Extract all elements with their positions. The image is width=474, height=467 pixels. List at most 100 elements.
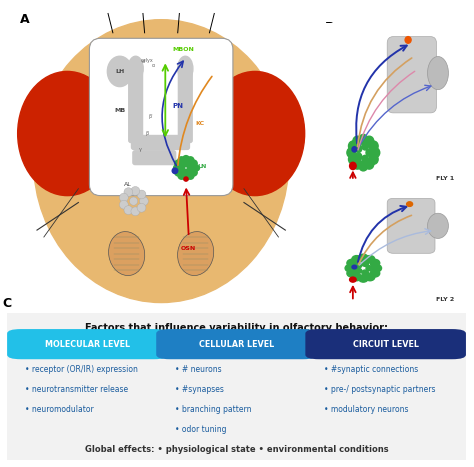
Circle shape — [370, 269, 380, 277]
Circle shape — [359, 161, 368, 171]
Circle shape — [362, 143, 368, 150]
Circle shape — [347, 148, 356, 158]
Text: γ: γ — [139, 148, 142, 152]
FancyBboxPatch shape — [90, 38, 233, 196]
Text: • neurotransmitter release: • neurotransmitter release — [26, 385, 128, 394]
Ellipse shape — [107, 56, 132, 86]
Circle shape — [119, 193, 128, 202]
Circle shape — [365, 255, 375, 263]
Circle shape — [355, 263, 362, 268]
Circle shape — [348, 154, 357, 164]
FancyBboxPatch shape — [132, 150, 176, 165]
Text: A: A — [20, 14, 30, 27]
Text: α': α' — [142, 59, 146, 64]
Text: • receptor (OR/IR) expression: • receptor (OR/IR) expression — [26, 365, 138, 374]
Text: B: B — [325, 21, 335, 34]
FancyBboxPatch shape — [0, 307, 474, 466]
Circle shape — [175, 160, 182, 167]
FancyBboxPatch shape — [305, 329, 466, 359]
Circle shape — [350, 277, 356, 282]
Circle shape — [184, 177, 188, 181]
Circle shape — [373, 150, 378, 156]
FancyBboxPatch shape — [132, 135, 190, 150]
Circle shape — [124, 188, 133, 197]
Circle shape — [348, 141, 357, 151]
Circle shape — [191, 160, 197, 167]
Text: • neuromodulator: • neuromodulator — [26, 405, 94, 414]
FancyBboxPatch shape — [128, 71, 143, 143]
Text: MBON: MBON — [172, 47, 194, 52]
Circle shape — [371, 148, 380, 158]
Circle shape — [180, 163, 185, 168]
Ellipse shape — [205, 71, 305, 196]
Circle shape — [124, 205, 133, 214]
Circle shape — [369, 141, 378, 151]
FancyBboxPatch shape — [156, 329, 317, 359]
Text: FLY 1: FLY 1 — [436, 176, 455, 181]
Circle shape — [352, 147, 357, 152]
Ellipse shape — [428, 57, 448, 90]
Text: β: β — [146, 131, 149, 136]
Ellipse shape — [128, 56, 143, 81]
Circle shape — [366, 266, 373, 271]
Ellipse shape — [178, 232, 214, 276]
Circle shape — [355, 145, 362, 152]
Ellipse shape — [428, 213, 448, 239]
Ellipse shape — [109, 232, 145, 276]
Text: • # neurons: • # neurons — [174, 365, 221, 374]
Circle shape — [180, 168, 185, 173]
Circle shape — [131, 186, 140, 195]
Circle shape — [184, 169, 190, 175]
Text: Factors that influence variability in olfactory behavior:: Factors that influence variability in ol… — [85, 323, 388, 333]
Circle shape — [119, 200, 128, 209]
Circle shape — [187, 165, 193, 171]
Circle shape — [352, 265, 357, 269]
Text: CELLULAR LEVEL: CELLULAR LEVEL — [199, 340, 274, 349]
Circle shape — [352, 274, 361, 281]
Circle shape — [184, 161, 190, 167]
Circle shape — [355, 269, 362, 273]
Circle shape — [350, 162, 356, 170]
FancyBboxPatch shape — [316, 20, 471, 192]
Circle shape — [358, 254, 368, 262]
Text: • odor tuning: • odor tuning — [174, 425, 226, 434]
Circle shape — [139, 197, 148, 205]
Text: C: C — [2, 297, 12, 310]
Circle shape — [178, 157, 185, 164]
Circle shape — [405, 36, 411, 43]
Text: MOLECULAR LEVEL: MOLECULAR LEVEL — [45, 340, 130, 349]
Circle shape — [359, 134, 368, 144]
Text: α: α — [152, 64, 155, 68]
Circle shape — [362, 156, 368, 163]
Circle shape — [172, 168, 178, 174]
Circle shape — [362, 270, 368, 275]
Circle shape — [187, 172, 194, 179]
Circle shape — [369, 154, 378, 164]
FancyBboxPatch shape — [178, 71, 193, 143]
Text: MB: MB — [114, 107, 126, 113]
Circle shape — [347, 259, 356, 267]
Circle shape — [131, 207, 140, 216]
Text: AL: AL — [124, 182, 132, 187]
Text: Global effects: • physiological state • environmental conditions: Global effects: • physiological state • … — [85, 445, 388, 454]
Text: PN: PN — [172, 103, 183, 109]
Text: LN: LN — [198, 164, 207, 169]
Text: β': β' — [149, 114, 153, 120]
Text: • modulatory neurons: • modulatory neurons — [324, 405, 408, 414]
Circle shape — [194, 165, 200, 170]
Text: • branching pattern: • branching pattern — [174, 405, 251, 414]
Text: CIRCUIT LEVEL: CIRCUIT LEVEL — [353, 340, 419, 349]
Circle shape — [173, 164, 181, 171]
Text: calyx: calyx — [141, 58, 154, 63]
Circle shape — [407, 202, 412, 206]
Circle shape — [182, 156, 190, 163]
Ellipse shape — [18, 71, 117, 196]
FancyBboxPatch shape — [387, 198, 435, 253]
Circle shape — [370, 259, 380, 267]
Circle shape — [187, 157, 194, 164]
Circle shape — [129, 197, 138, 205]
Ellipse shape — [34, 20, 289, 303]
Circle shape — [366, 149, 373, 156]
Circle shape — [365, 274, 375, 281]
Text: • #synapses: • #synapses — [174, 385, 223, 394]
